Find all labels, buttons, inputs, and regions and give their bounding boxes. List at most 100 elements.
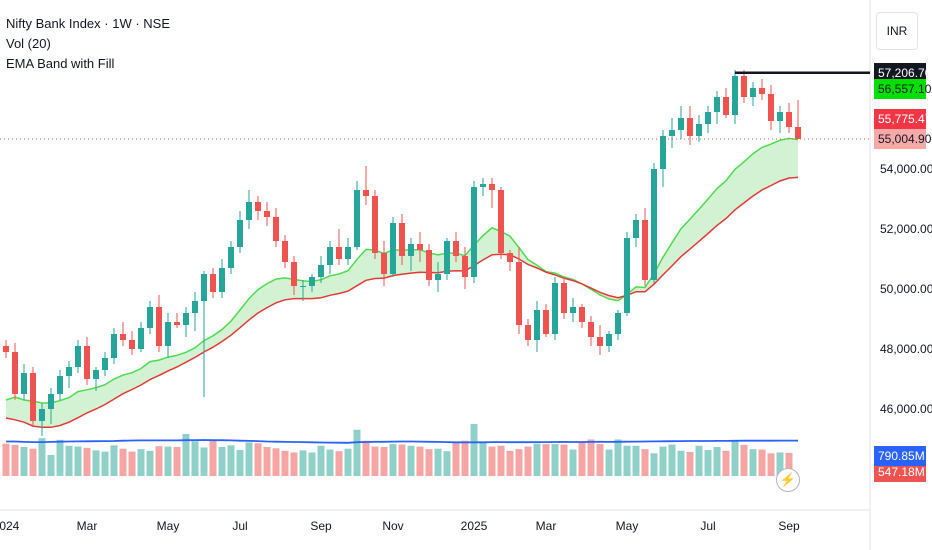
candle-body [174, 322, 180, 325]
ema-band-fill [681, 219, 690, 257]
candle-body [228, 247, 234, 268]
volume-ma-label: 790.85M [874, 446, 926, 466]
volume-bar [164, 446, 172, 476]
ema-band-fill [96, 384, 105, 409]
candle-body [777, 112, 783, 121]
candle-body [102, 358, 108, 370]
volume-bar [389, 444, 397, 476]
volume-bar [182, 434, 190, 476]
candle-body [354, 190, 360, 247]
candle-body [588, 322, 594, 337]
volume-bar [677, 450, 685, 476]
candle-body [597, 337, 603, 346]
ema-band-fill [717, 180, 726, 226]
volume-bar [767, 453, 775, 476]
ema-band-fill [87, 387, 96, 413]
volume-bar [623, 445, 631, 476]
volume-bar [533, 443, 541, 476]
volume-bar [434, 448, 442, 476]
volume-bar [344, 448, 352, 476]
candle-body [336, 247, 342, 259]
ema-band-fill [780, 138, 789, 181]
candle-body [795, 127, 801, 139]
ema-band-fill [168, 355, 177, 371]
volume-bar [416, 446, 424, 476]
time-tick-label: May [157, 519, 180, 533]
lightning-icon[interactable]: ⚡ [776, 468, 800, 492]
candle-body [12, 352, 18, 394]
volume-bar [335, 451, 343, 476]
volume-bar [20, 447, 28, 476]
volume-bar [371, 446, 379, 476]
candle-body [435, 274, 441, 280]
volume-bar [596, 444, 604, 476]
symbol-title[interactable]: Nifty Bank Index · 1W · NSE [6, 16, 170, 31]
volume-bar [290, 452, 298, 476]
volume-bar [461, 440, 469, 476]
candle-body [111, 334, 117, 358]
candle-body [462, 256, 468, 277]
ema-band-fill [708, 188, 717, 234]
candle-body [759, 88, 765, 94]
candle-body [417, 244, 423, 250]
volume-bar [227, 445, 235, 476]
candle-body [282, 241, 288, 262]
ema-band-fill [339, 270, 348, 294]
volume-bar [695, 445, 703, 476]
ema-band-fill [258, 283, 267, 313]
candle-body [633, 220, 639, 238]
volume-bar [101, 451, 109, 476]
candle-body [318, 265, 324, 277]
volume-bar [776, 452, 784, 476]
volume-bar [560, 444, 568, 476]
candle-body [48, 394, 54, 409]
candle-body [156, 307, 162, 346]
ema-band-fill [60, 397, 69, 426]
candle-body [381, 253, 387, 274]
volume-bar [326, 449, 334, 476]
candle-body [408, 244, 414, 256]
candle-body [345, 247, 351, 259]
ema-band-fill [348, 259, 357, 292]
indicator-legend[interactable]: EMA Band with Fill [6, 56, 115, 71]
price-tick-label: 48,000.00 [880, 342, 932, 356]
volume-bar [605, 449, 613, 476]
volume-bar [515, 449, 523, 476]
ema-band-fill [366, 249, 375, 281]
volume-bar [641, 449, 649, 476]
volume-bar [146, 450, 154, 476]
volume-bar [443, 451, 451, 476]
candle-body [273, 217, 279, 241]
volume-bar [308, 452, 316, 476]
ema-band-fill [78, 389, 87, 418]
time-tick-label: Sep [778, 519, 800, 533]
volume-bar [353, 429, 361, 476]
candle-body [570, 307, 576, 313]
volume-bar [722, 450, 730, 476]
volume-bar [407, 445, 415, 476]
time-tick-label: Sep [310, 519, 332, 533]
candle-body [138, 328, 144, 349]
candle-body [561, 283, 567, 313]
time-tick-label: 2024 [0, 519, 20, 533]
ema-band-fill [114, 375, 123, 400]
candle-body [120, 334, 126, 340]
ema-band-fill [753, 147, 762, 196]
candle-body [3, 346, 9, 352]
volume-legend[interactable]: Vol (20) [6, 36, 51, 51]
ema-band-fill [123, 372, 132, 394]
candle-body [237, 220, 243, 247]
volume-bar [785, 452, 793, 476]
candle-body [75, 346, 81, 367]
volume-bar [128, 451, 136, 476]
candle-body [147, 307, 153, 328]
volume-bar [731, 441, 739, 476]
volume-bar [524, 446, 532, 476]
candle-body [57, 376, 63, 394]
ema-band-fill [483, 227, 492, 260]
candle-body [579, 307, 585, 322]
price-tick-label: 46,000.00 [880, 402, 932, 416]
volume-bar [542, 444, 550, 476]
currency-button[interactable]: INR [876, 12, 918, 50]
